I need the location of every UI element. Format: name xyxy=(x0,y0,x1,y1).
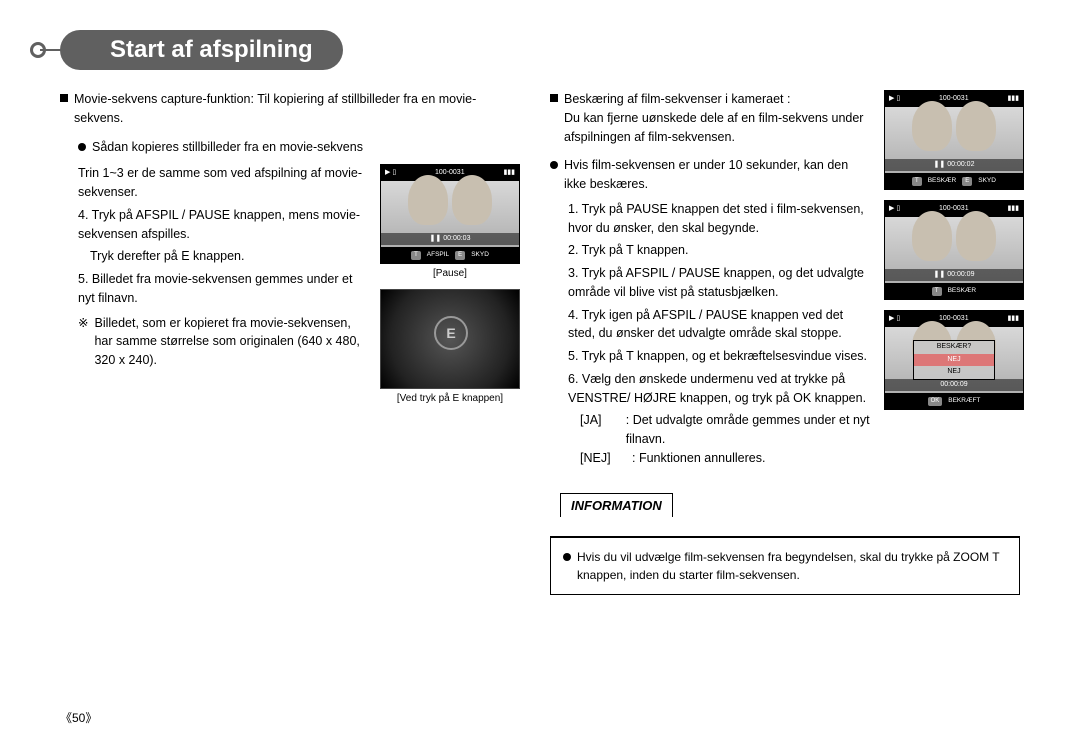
lcd-top-bar: ▶ ▯ 100-0031 ▮▮▮ xyxy=(381,165,519,181)
right-step3: 3. Tryk på AFSPIL / PAUSE knappen, og de… xyxy=(568,264,870,302)
right-step2: 2. Tryk på T knappen. xyxy=(568,241,870,260)
page-title-bar: Start af afspilning xyxy=(60,30,343,70)
lcd-pause: ▶ ▯ 100-0031 ▮▮▮ ❚❚ 00:00:03 T AFSPIL E xyxy=(380,164,520,264)
info-body: Hvis du vil udvælge film-sekvensen fra b… xyxy=(551,537,1019,594)
ja-text: : Det udvalgte område gemmes under et ny… xyxy=(626,411,870,449)
right-step4: 4. Tryk igen på AFSPIL / PAUSE knappen v… xyxy=(568,306,870,344)
lcd-timer: ❚❚ 00:00:03 xyxy=(381,233,519,246)
caption-pause: [Pause] xyxy=(380,266,520,281)
ja-label: [JA] xyxy=(580,411,616,449)
bullet-icon xyxy=(550,161,558,169)
lcd-trim-1: ▶ ▯100-0031▮▮▮ ❚❚ 00:00:02 T BESKÆR E SK… xyxy=(884,90,1024,190)
lcd-bottom-bar: T AFSPIL E SKYD xyxy=(381,247,519,263)
ja-row: [JA] : Det udvalgte område gemmes under … xyxy=(580,411,870,449)
left-section-head: Movie-sekvens capture-funktion: Til kopi… xyxy=(60,90,520,128)
right-step6: 6. Vælg den ønskede undermenu ved at try… xyxy=(568,370,870,408)
caption-ebutton: [Ved tryk på E knappen] xyxy=(380,391,520,406)
content-columns: Movie-sekvens capture-funktion: Til kopi… xyxy=(60,90,1020,595)
right-step1: 1. Tryk på PAUSE knappen det sted i film… xyxy=(568,200,870,238)
left-subhead: Sådan kopieres stillbilleder fra en movi… xyxy=(78,138,520,157)
nej-label: [NEJ] xyxy=(580,449,622,468)
e-button-icon: E xyxy=(434,316,468,350)
right-subhead-text: Hvis film-sekvensen er under 10 sekunder… xyxy=(564,156,870,194)
left-column: Movie-sekvens capture-funktion: Til kopi… xyxy=(60,90,520,595)
left-note-row: ※ Billedet, som er kopieret fra movie-se… xyxy=(78,314,370,370)
lcd-trim-2: ▶ ▯100-0031▮▮▮ ❚❚ 00:00:09 T BESKÆR xyxy=(884,200,1024,300)
right-subhead: Hvis film-sekvensen er under 10 sekunder… xyxy=(550,156,870,194)
left-screenshot-1: ▶ ▯ 100-0031 ▮▮▮ ❚❚ 00:00:03 T AFSPIL E xyxy=(380,164,520,406)
nej-text: : Funktionen annulleres. xyxy=(632,449,765,468)
right-screenshots: ▶ ▯100-0031▮▮▮ ❚❚ 00:00:02 T BESKÆR E SK… xyxy=(884,90,1024,410)
page-title: Start af afspilning xyxy=(110,36,313,63)
info-title: INFORMATION xyxy=(560,493,673,518)
note-mark: ※ xyxy=(78,314,88,370)
right-column: ▶ ▯100-0031▮▮▮ ❚❚ 00:00:02 T BESKÆR E SK… xyxy=(550,90,1020,595)
left-subhead-text: Sådan kopieres stillbilleder fra en movi… xyxy=(92,138,363,157)
left-note: Billedet, som er kopieret fra movie-sekv… xyxy=(94,314,370,370)
page-number: 《50》 xyxy=(60,709,97,726)
e-button-photo: E xyxy=(380,289,520,389)
info-text: Hvis du vil udvælge film-sekvensen fra b… xyxy=(577,548,1007,584)
bullet-icon xyxy=(78,143,86,151)
lcd-folder: 100-0031 xyxy=(435,168,465,179)
bullet-icon xyxy=(563,553,571,561)
info-box-wrap: INFORMATION Hvis du vil udvælge film-sek… xyxy=(550,492,1020,596)
lcd-confir()-menu: BESKÆR? NEJ NEJ xyxy=(913,340,996,380)
right-step5: 5. Tryk på T knappen, og et bekræftelses… xyxy=(568,347,870,366)
square-bullet-icon xyxy=(550,94,558,102)
square-bullet-icon xyxy=(60,94,68,102)
right-section-head: Beskæring af film-sekvenser i kameraet :… xyxy=(550,90,870,146)
lcd-trim-3: ▶ ▯100-0031▮▮▮ BESKÆR? NEJ NEJ 00:00:09 … xyxy=(884,310,1024,410)
right-head-text: Beskæring af film-sekvenser i kameraet : xyxy=(564,90,870,109)
info-box: Hvis du vil udvælge film-sekvensen fra b… xyxy=(550,536,1020,595)
nej-row: [NEJ] : Funktionen annulleres. xyxy=(580,449,870,468)
right-head2-text: Du kan fjerne uønskede dele af en film-s… xyxy=(564,109,870,147)
left-head-text: Movie-sekvens capture-funktion: Til kopi… xyxy=(74,90,520,128)
